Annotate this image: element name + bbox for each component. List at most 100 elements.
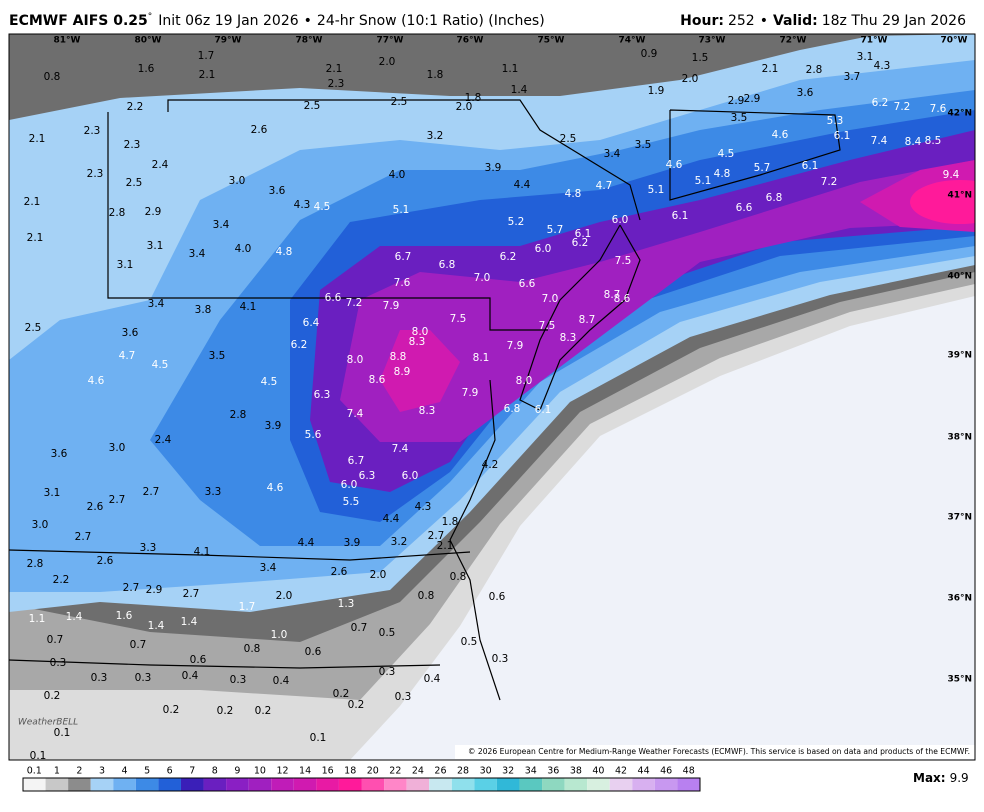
point-value: 0.2 [255,705,272,717]
legend-tick-label: 20 [367,766,379,777]
border [9,549,471,561]
point-value: 5.7 [547,224,564,236]
point-value: 6.8 [766,192,783,204]
point-value: 4.6 [666,159,683,171]
legend-tick-label: 46 [660,766,672,777]
point-value: 8.9 [394,366,411,378]
point-value: 0.3 [50,657,67,669]
point-value: 9.4 [943,169,960,181]
point-value: 2.7 [183,588,200,600]
point-value: 3.9 [485,162,502,174]
point-value: 3.4 [148,298,165,310]
point-value: 2.4 [155,434,172,446]
legend-swatch [113,778,136,791]
point-value: 2.5 [391,96,408,108]
point-value: 8.1 [473,352,490,364]
point-value: 6.7 [395,251,412,263]
point-value: 7.6 [394,277,411,289]
longitude-label: 72°W [780,36,807,46]
point-value: 7.5 [539,320,556,332]
hour: 252 [728,13,755,29]
point-value: 2.2 [53,574,70,586]
point-value: 3.6 [122,327,139,339]
point-values: 0.81.61.72.1 2.12.32.01.8 1.11.40.9 1.52.01… [24,48,960,760]
point-value: 2.7 [109,494,126,506]
snow-band [380,330,460,412]
point-value: 5.3 [827,115,844,127]
point-value: 0.2 [217,705,234,717]
point-value: 3.0 [229,175,246,187]
max-line: Max: 9.9 [913,771,969,785]
point-value: 2.8 [806,64,823,76]
latitude-label: 40°N [947,272,972,282]
point-value: 2.1 [27,232,44,244]
latitude-label: 39°N [947,351,972,361]
point-value: 6.2 [500,251,517,263]
point-value: 6.1 [535,404,552,416]
point-value: 2.1 [199,69,216,81]
point-value: 8.6 [369,374,386,386]
point-value: 2.1 [326,63,343,75]
point-value: 2.5 [25,322,42,334]
point-value: 3.0 [32,519,49,531]
point-value: 1.4 [148,620,165,632]
point-value: 2.9 [145,206,162,218]
point-value: 4.4 [298,537,315,549]
point-value: 0.3 [91,672,108,684]
point-value: 2.6 [251,124,268,136]
point-value: 4.5 [718,148,735,160]
point-value: 1.6 [116,610,133,622]
point-value: 4.7 [119,350,136,362]
point-value: 5.6 [305,429,322,441]
point-value: 3.7 [844,71,861,83]
point-value: 8.3 [560,332,577,344]
point-value: 0.1 [310,732,327,744]
legend-swatch [203,778,227,791]
header-line: ECMWF AIFS 0.25° Init 06z 19 Jan 2026 • 24-… [9,12,545,30]
point-value: 0.8 [44,71,61,83]
legend-tick-label: 34 [525,766,537,777]
legend-tick-label: 10 [254,766,266,777]
point-value: 2.7 [75,531,92,543]
point-value: 4.3 [294,199,311,211]
longitude-label: 77°W [377,36,404,46]
point-value: 4.1 [240,301,257,313]
longitude-label: 70°W [941,36,968,46]
legend-tick-label: 42 [615,766,627,777]
point-value: 6.2 [572,237,589,249]
point-value: 1.3 [338,598,355,610]
legend-tick-label: 30 [480,766,492,777]
point-value: 6.3 [314,389,331,401]
max-label: Max: [913,771,946,785]
longitude-label: 76°W [457,36,484,46]
legend-swatch [226,778,249,791]
point-value: 3.9 [265,420,282,432]
point-value: 6.1 [575,228,592,240]
legend-tick-label: 8 [212,766,218,777]
point-value: 1.4 [511,84,528,96]
point-value: 3.3 [205,486,222,498]
legend-swatch [429,778,452,791]
point-value: 3.6 [797,87,814,99]
legend-swatch [677,778,700,791]
point-value: 0.8 [450,571,467,583]
point-value: 8.6 [614,293,631,305]
point-value: 3.1 [857,51,874,63]
point-value: 6.0 [535,243,552,255]
point-value: 2.5 [560,133,577,145]
point-value: 2.0 [379,56,396,68]
copyright-bg [455,745,975,759]
legend-swatch [180,778,204,791]
point-value: 1.8 [465,92,482,104]
point-value: 2.3 [124,139,141,151]
point-value: 4.4 [514,179,531,191]
point-value: 6.7 [348,455,365,467]
legend-swatch [135,778,159,791]
legend-tick-label: 3 [99,766,105,777]
point-value: 3.5 [731,112,748,124]
point-value: 3.4 [189,248,206,260]
point-value: 4.6 [88,375,105,387]
point-value: 6.6 [519,278,536,290]
point-value: 3.4 [604,148,621,160]
